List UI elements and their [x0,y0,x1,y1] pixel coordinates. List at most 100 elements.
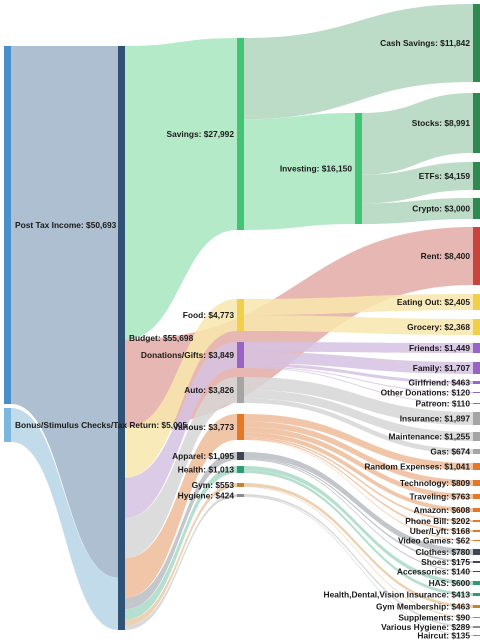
node-label-has: HAS: $600 [429,578,471,588]
flow-health-to-hdv_ins [244,470,473,596]
flow-various-to-technology [244,421,473,486]
node-bar-auto [237,377,244,403]
flow-food-to-eating_out [244,294,473,316]
node-bar-clothes [473,549,480,555]
node-bar-maintenance [473,432,480,441]
node-bar-gym_member [473,605,480,608]
node-bar-savings [237,38,244,230]
node-label-traveling: Traveling: $763 [409,492,470,502]
node-label-budget: Budget: $55,698 [129,333,194,343]
flow-various-to-random [244,414,473,470]
node-label-haircut: Haircut: $135 [417,631,470,640]
node-label-maintenance: Maintenance: $1,255 [389,432,471,442]
node-label-accessories: Accessories: $140 [397,567,470,577]
flow-investing-to-crypto [362,198,473,224]
flow-donations-to-other_don [244,366,473,393]
flow-budget-to-donations [125,342,237,518]
flow-hygiene-to-haircut [244,496,473,636]
flow-donations-to-patreon [244,367,473,404]
node-bar-haircut [473,635,480,636]
flow-investing-to-stocks [362,93,473,175]
node-label-auto: Auto: $3,826 [184,385,234,395]
flow-donations-to-friends [244,342,473,353]
node-bar-has [473,581,480,585]
flow-various-to-phone [244,436,473,522]
node-label-family: Family: $1,707 [413,363,471,373]
flow-apparel-to-shoes [244,457,473,563]
flow-links [11,4,473,636]
node-bar-traveling [473,494,480,499]
node-bar-budget [118,46,125,630]
node-bar-accessories [473,571,480,572]
node-bar-investing [355,113,362,224]
flow-budget-to-auto [125,377,237,559]
node-label-insurance: Insurance: $1,897 [400,414,471,424]
node-label-donations: Donations/Gifts: $3,849 [141,350,234,360]
node-label-post_tax: Post Tax Income: $50,693 [15,220,117,230]
node-bar-various [237,414,244,440]
node-label-bonus: Bonus/Stimulus Checks/Tax Return: $5,005 [15,420,187,430]
node-label-eating_out: Eating Out: $2,405 [397,297,470,307]
flow-auto-to-maintenance [244,389,473,441]
node-bar-crypto [473,198,480,219]
node-bar-var_hygiene [473,626,480,628]
node-bar-eating_out [473,294,480,310]
node-bar-apparel [237,452,244,460]
node-bar-patreon [473,403,480,404]
node-bar-grocery [473,319,480,335]
node-label-friends: Friends: $1,449 [409,343,470,353]
node-bar-etfs [473,162,480,190]
node-bar-rent [473,227,480,285]
node-label-apparel: Apparel: $1,095 [172,451,234,461]
node-bar-cash [473,4,480,82]
node-label-patreon: Patreon: $110 [416,399,471,409]
node-label-gym: Gym: $553 [192,480,235,490]
node-label-rent: Rent: $8,400 [421,251,471,261]
flow-budget-to-various [125,414,237,598]
flow-food-to-grocery [244,315,473,335]
node-bar-health [237,466,244,473]
node-label-gym_member: Gym Membership: $463 [376,602,470,612]
node-bar-post_tax [4,46,11,404]
node-bar-friends [473,343,480,353]
node-label-amazon: Amazon: $608 [414,505,471,515]
node-label-food: Food: $4,773 [183,310,235,320]
node-bar-food [237,299,244,331]
flow-budget-to-savings [125,38,237,340]
flow-various-to-amazon [244,432,473,512]
node-bar-amazon [473,508,480,512]
node-label-shoes: Shoes: $175 [421,557,470,567]
node-label-hdv_ins: Health,Dental,Vision Insurance: $413 [324,590,471,600]
node-bar-family [473,362,480,374]
node-label-supplements: Supplements: $90 [398,613,470,623]
node-bar-gym [237,483,244,487]
flow-gym-to-gym_member [244,483,473,608]
node-bar-girlfriend [473,381,480,384]
flow-budget-to-health [125,466,237,620]
flow-savings-to-investing [244,113,355,230]
node-bar-insurance [473,412,480,425]
flow-hygiene-to-var_hygiene [244,494,473,628]
node-label-random: Random Expenses: $1,041 [364,462,470,472]
node-label-crypto: Crypto: $3,000 [412,204,470,214]
flow-donations-to-family [244,351,473,374]
node-bar-technology [473,480,480,486]
flow-various-to-video_games [244,439,473,541]
node-bar-video_games [473,540,480,541]
flow-auto-to-gas [244,398,473,454]
node-bar-uber [473,530,480,532]
node-label-phone: Phone Bill: $202 [405,516,470,526]
node-labels: Post Tax Income: $50,693 Bonus/Stimulus C… [15,38,470,640]
node-label-video_games: Video Games: $62 [398,536,470,546]
node-label-girlfriend: Girlfriend: $463 [409,378,471,388]
node-bar-random [473,463,480,470]
node-label-health: Health: $1,013 [178,465,235,475]
flow-investing-to-etfs [362,162,473,204]
node-label-uber: Uber/Lyft: $168 [410,526,471,536]
node-label-hygiene: Hygiene: $424 [178,491,235,501]
node-bar-hygiene [237,494,244,497]
node-bar-supplements [473,617,480,618]
node-label-various: Various: $3,773 [173,422,234,432]
node-bar-shoes [473,561,480,563]
